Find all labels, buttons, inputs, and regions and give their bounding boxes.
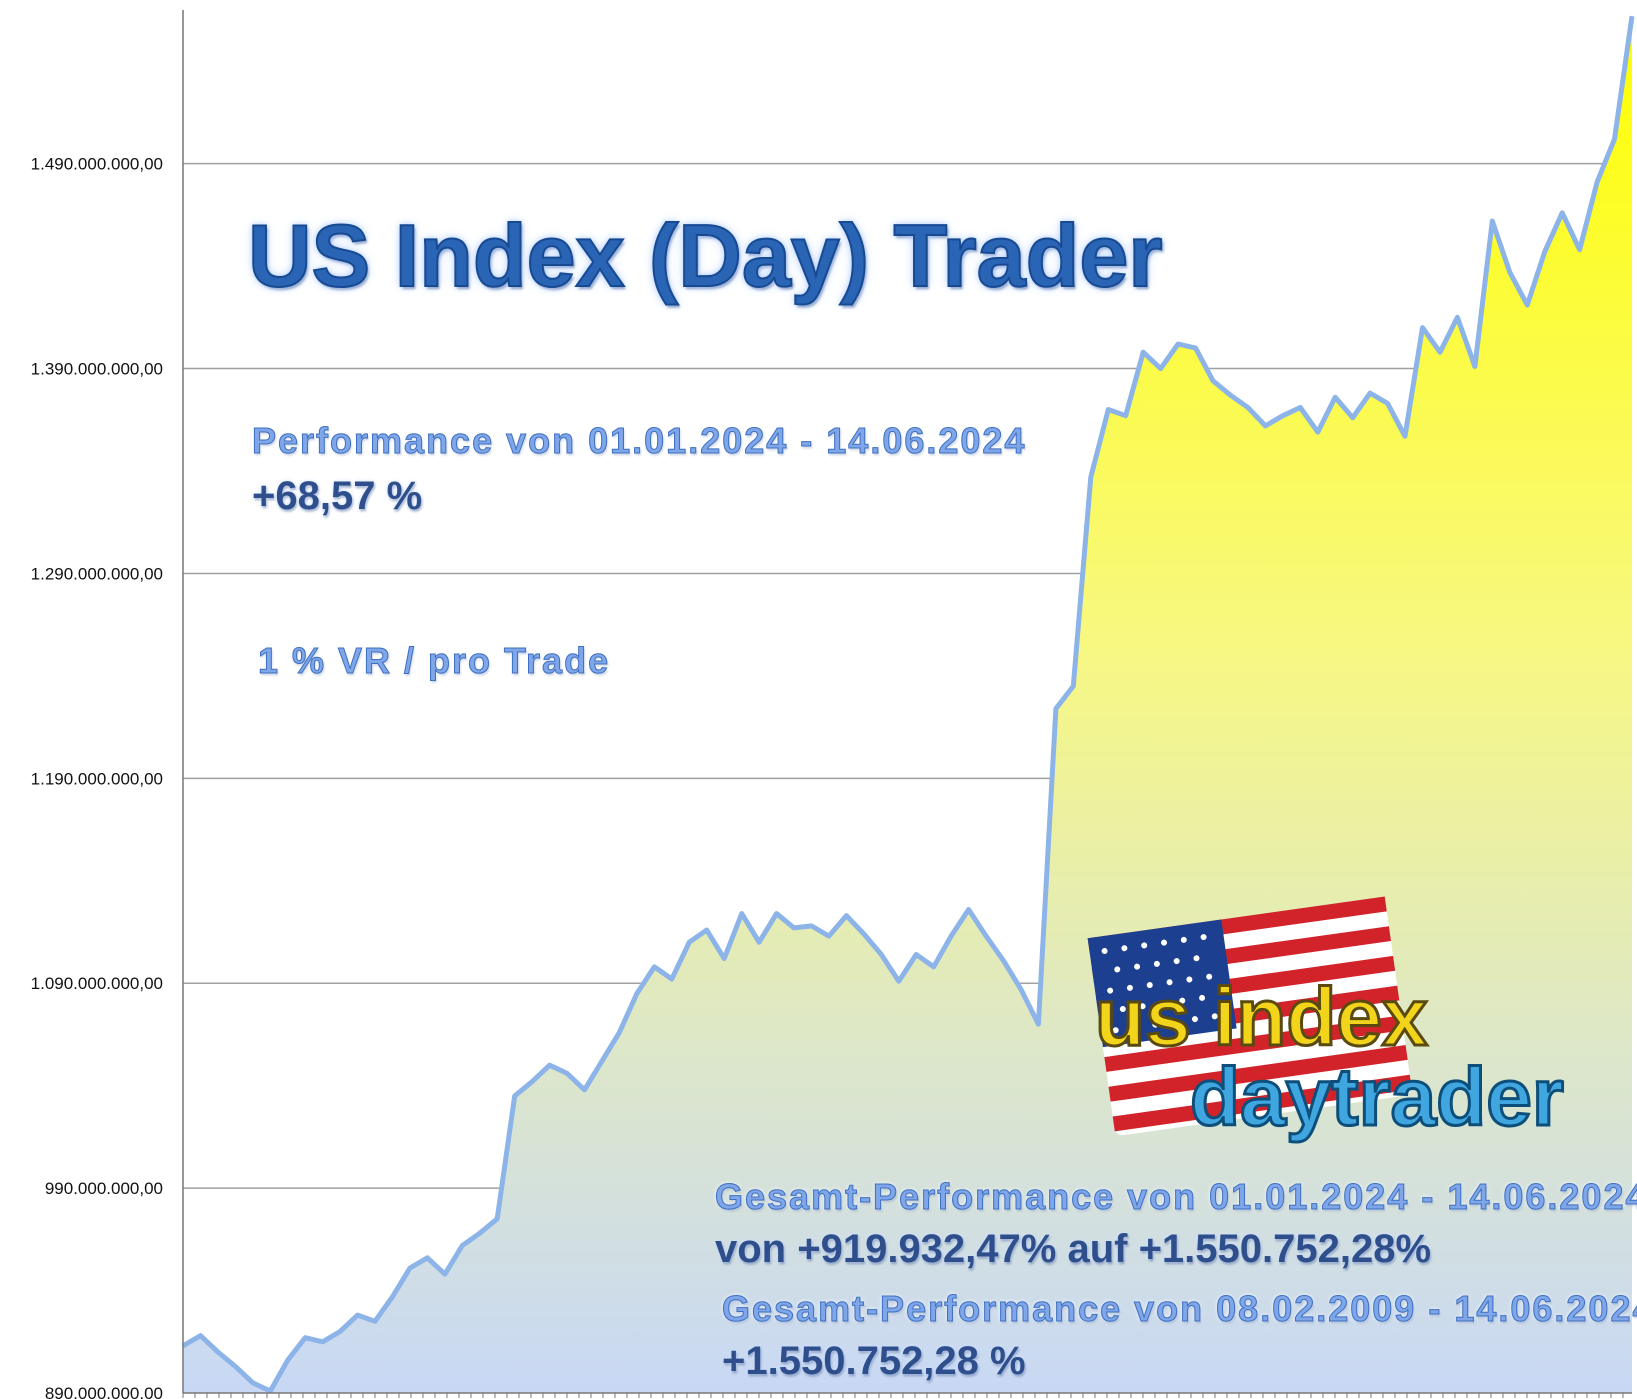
total-period-label-1: Gesamt-Performance von 01.01.2024 - 14.0… <box>715 1176 1637 1218</box>
y-tick-label: 890.000.000,00 <box>45 1384 163 1399</box>
y-axis-labels: 890.000.000,00 990.000.000,00 1.090.000.00… <box>31 155 163 1399</box>
y-tick-label: 1.490.000.000,00 <box>31 155 163 174</box>
us-index-daytrader-logo: us index daytrader <box>1087 896 1565 1145</box>
performance-period-label: Performance von 01.01.2024 - 14.06.2024 <box>251 420 1027 462</box>
total-period-label-2: Gesamt-Performance von 08.02.2009 - 14.0… <box>722 1288 1637 1330</box>
y-tick-label: 1.290.000.000,00 <box>31 564 163 583</box>
total-value-1: von +919.932,47% auf +1.550.752,28% <box>715 1227 1432 1271</box>
chart-title: US Index (Day) Trader <box>247 205 1164 306</box>
logo-line2: daytrader <box>1190 1052 1564 1143</box>
risk-label: 1 % VR / pro Trade <box>257 640 611 682</box>
logo-line1: us index <box>1095 972 1428 1063</box>
y-tick-label: 1.190.000.000,00 <box>31 769 163 788</box>
y-tick-label: 1.390.000.000,00 <box>31 360 163 379</box>
y-tick-label: 990.000.000,00 <box>45 1179 163 1198</box>
y-tick-label: 1.090.000.000,00 <box>31 974 163 993</box>
total-value-2: +1.550.752,28 % <box>722 1339 1026 1383</box>
x-axis-ticks <box>182 1393 1624 1398</box>
equity-line <box>181 15 1635 1394</box>
us-flag-icon <box>1087 896 1412 1136</box>
performance-value: +68,57 % <box>252 474 423 518</box>
